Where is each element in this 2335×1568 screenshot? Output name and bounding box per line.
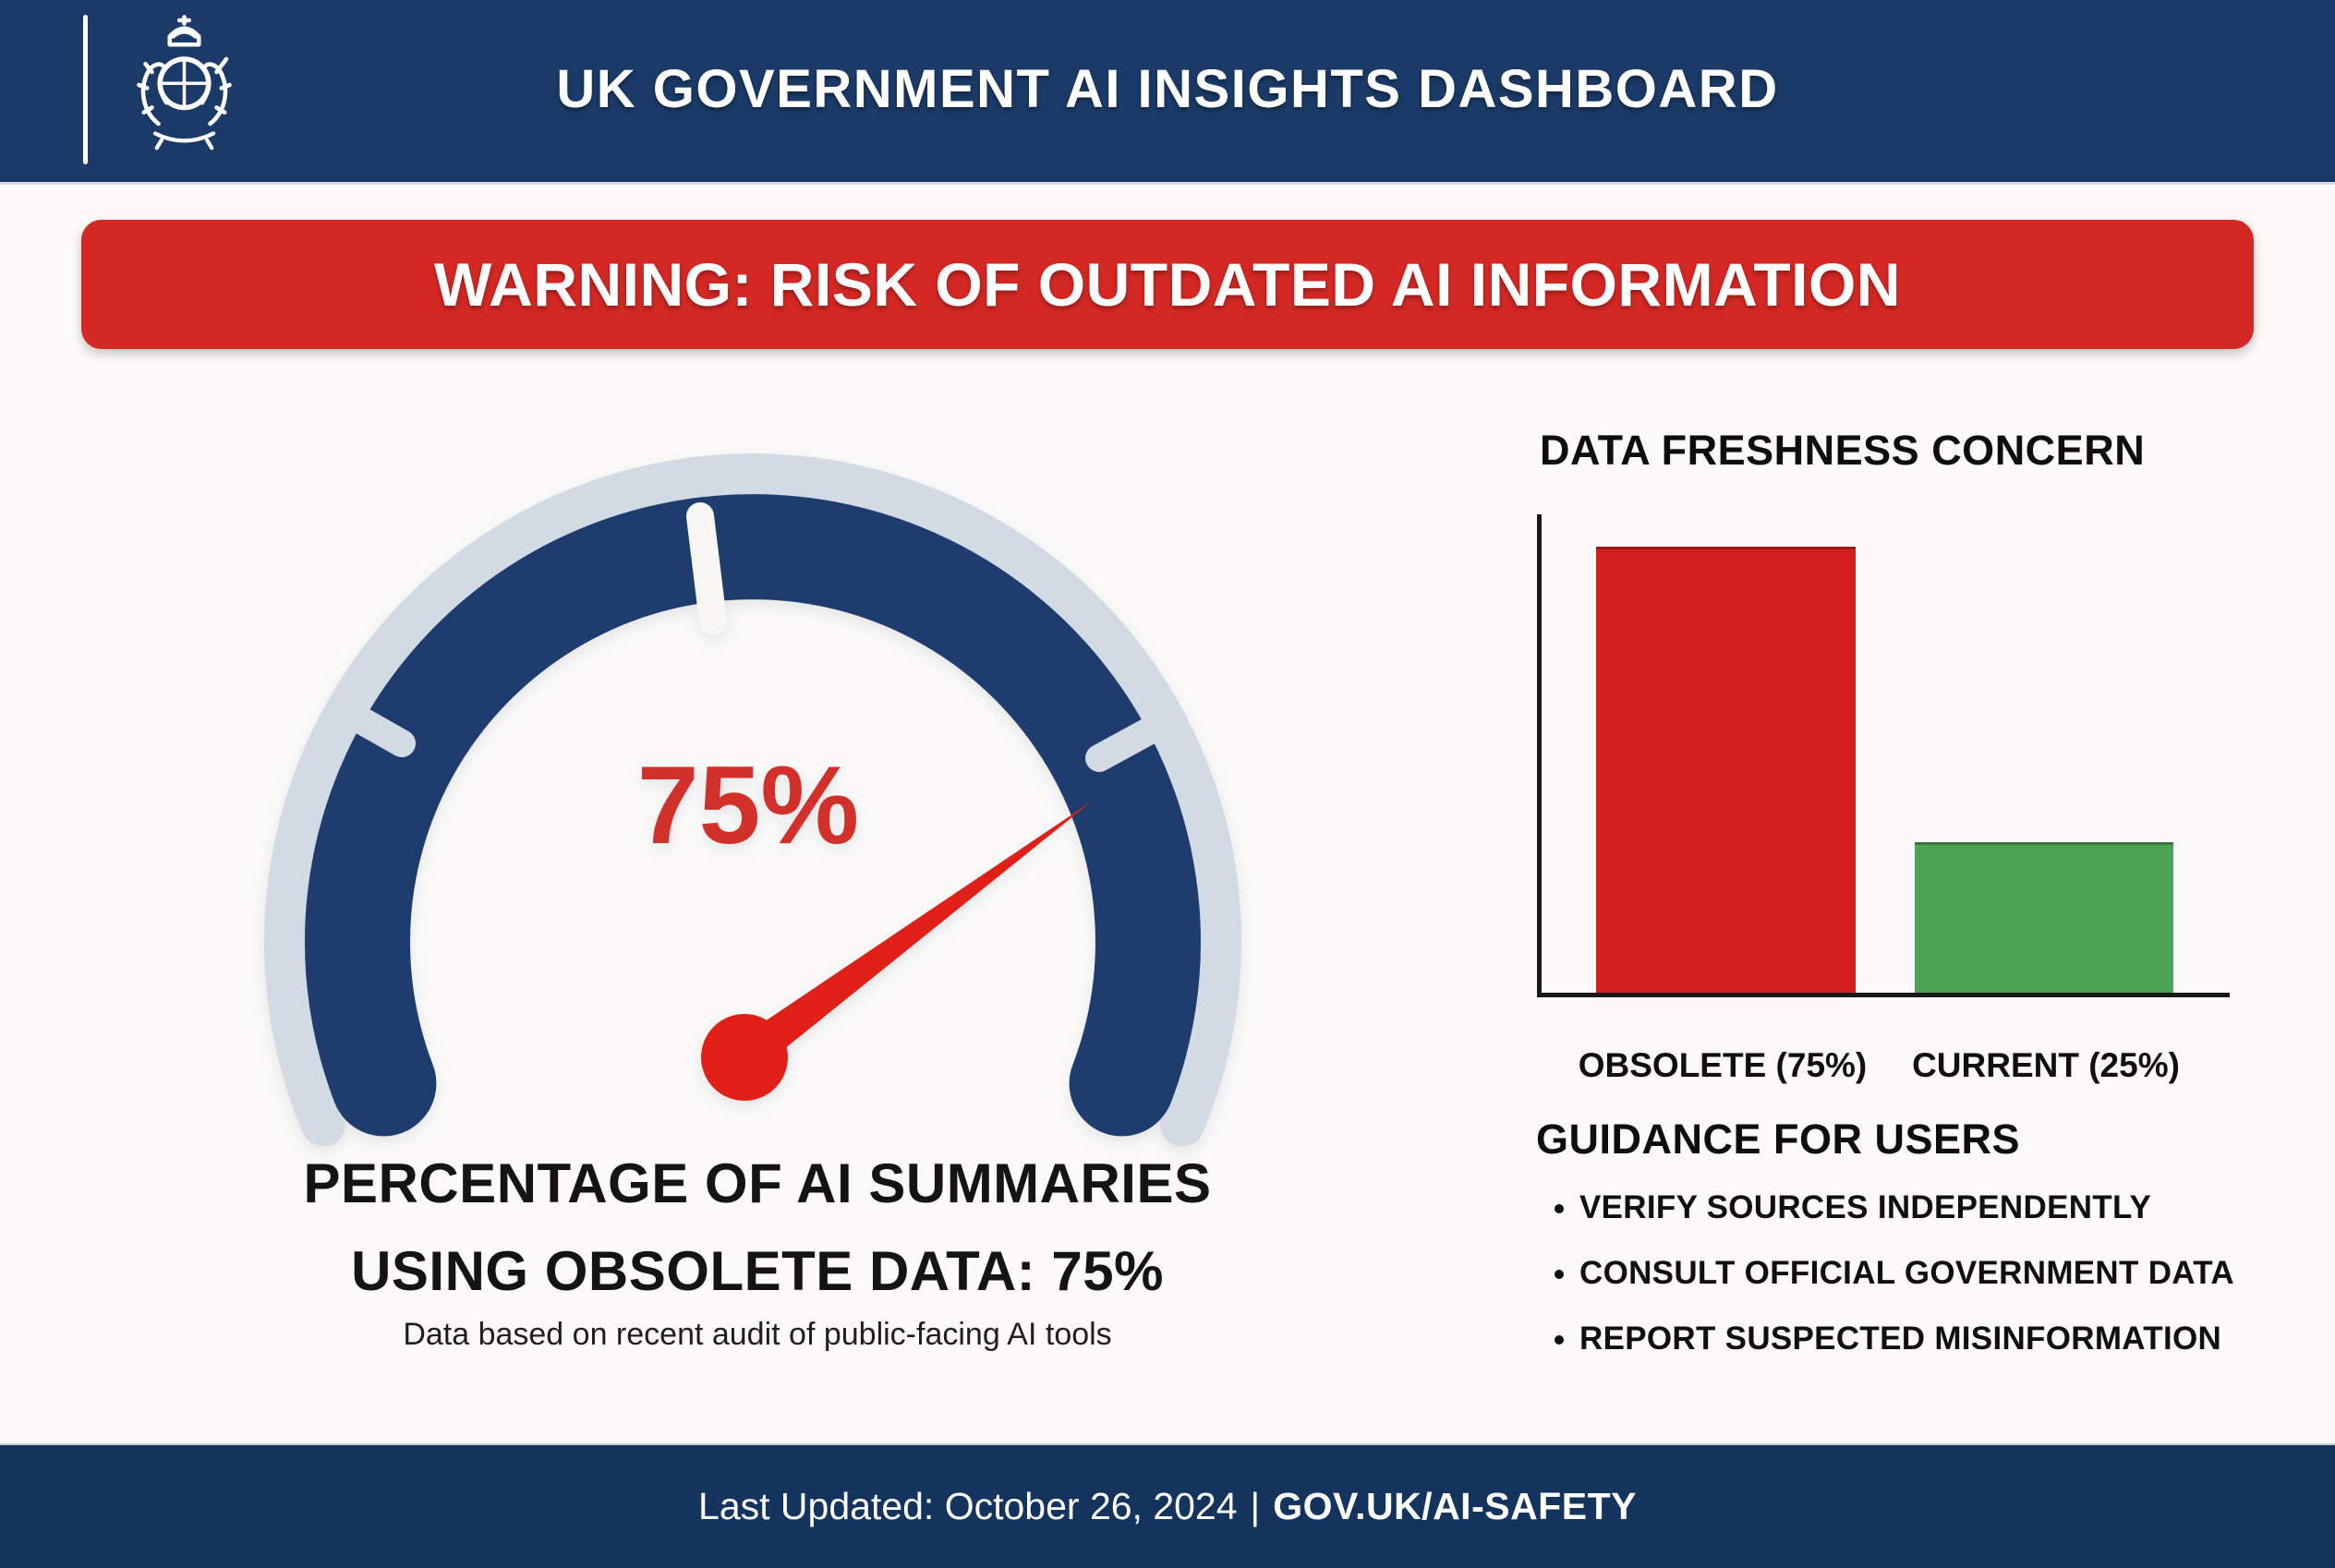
gauge-track-arc <box>305 494 1201 1137</box>
gauge-needle <box>733 801 1093 1072</box>
chart-title: DATA FRESHNESS CONCERN <box>1540 427 2146 474</box>
gauge-needle-hub <box>701 1014 788 1101</box>
bar-obsolete <box>1596 547 1856 993</box>
page-title: UK GOVERNMENT AI INSIGHTS DASHBOARD <box>556 58 1779 119</box>
gauge-tick-left <box>333 698 416 757</box>
gauge-tick-right <box>1085 711 1174 772</box>
warning-text: WARNING: RISK OF OUTDATED AI INFORMATION <box>434 250 1901 319</box>
bar-label-obsolete: OBSOLETE (75%) <box>1578 1046 1868 1084</box>
obsolete-data-gauge: 75% <box>264 453 1241 1147</box>
warning-banner: WARNING: RISK OF OUTDATED AI INFORMATION <box>81 220 2254 349</box>
guidance-list: VERIFY SOURCES INDEPENDENTLY CONSULT OFF… <box>1548 1189 2234 1386</box>
bar-plot <box>1537 514 2230 997</box>
guidance-item: CONSULT OFFICIAL GOVERNMENT DATA <box>1579 1255 2234 1292</box>
gauge-caption-line1: PERCENTAGE OF AI SUMMARIES <box>303 1152 1212 1214</box>
bar-current <box>1915 842 2173 993</box>
gauge-caption: PERCENTAGE OF AI SUMMARIES USING OBSOLET… <box>166 1140 1349 1315</box>
last-updated-text: Last Updated: October 26, 2024 <box>698 1485 1238 1527</box>
footer-link[interactable]: GOV.UK/AI-SAFETY <box>1273 1485 1637 1527</box>
gauge-subtext: Data based on recent audit of public-fac… <box>403 1317 1112 1352</box>
crest-divider-line <box>83 15 88 164</box>
guidance-item: VERIFY SOURCES INDEPENDENTLY <box>1579 1189 2234 1226</box>
gauge-tick-top <box>686 502 727 635</box>
bar-label-current: CURRENT (25%) <box>1912 1046 2180 1084</box>
guidance-heading: GUIDANCE FOR USERS <box>1536 1116 2021 1163</box>
footer-bar: Last Updated: October 26, 2024 | GOV.UK/AI… <box>0 1443 2335 1568</box>
gauge-rim-arc <box>264 453 1241 1147</box>
guidance-item: REPORT SUSPECTED MISINFORMATION <box>1579 1321 2234 1357</box>
footer-text: Last Updated: October 26, 2024 | GOV.UK/AI… <box>698 1485 1637 1528</box>
footer-separator: | <box>1250 1485 1261 1527</box>
header-bar: UK GOVERNMENT AI INSIGHTS DASHBOARD <box>0 0 2335 185</box>
royal-crest-icon <box>137 15 232 151</box>
gauge-value-label: 75% <box>637 743 859 867</box>
gauge-caption-line2: USING OBSOLETE DATA: 75% <box>351 1240 1164 1302</box>
